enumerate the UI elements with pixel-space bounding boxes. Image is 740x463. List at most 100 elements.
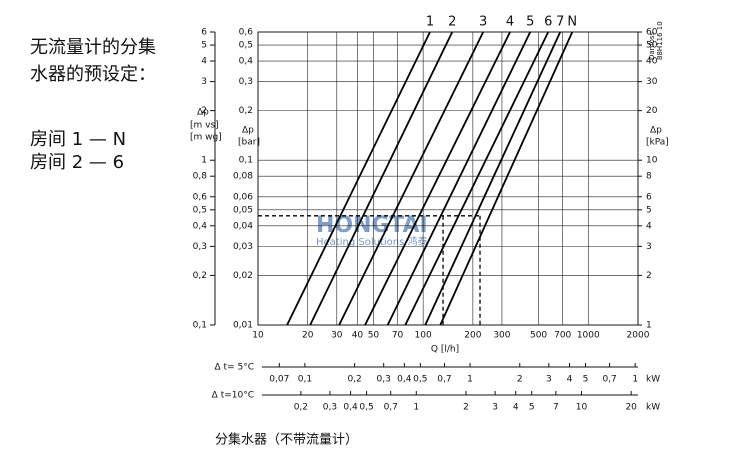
note: 水器的预设定： bbox=[30, 64, 156, 85]
power-tick-label: 5 bbox=[583, 375, 589, 385]
x-tick-label: 10 bbox=[252, 331, 264, 341]
power-tick-label: 0,1 bbox=[298, 375, 312, 385]
power-tick-label: 0,4 bbox=[397, 375, 412, 385]
x-tick-label: 500 bbox=[530, 331, 547, 341]
power-unit: kW bbox=[646, 375, 660, 385]
y2-tick-label: 1 bbox=[201, 156, 207, 166]
note: 房间 2 — 6 bbox=[30, 152, 124, 173]
x-tick-label: 30 bbox=[331, 331, 343, 341]
y2-tick-label: 0,3 bbox=[193, 242, 207, 252]
code: 88H116 10 bbox=[656, 21, 664, 60]
y3-tick-label: 2 bbox=[646, 271, 652, 281]
note: 无流量计的分集 bbox=[30, 37, 156, 58]
curve-label: 6 bbox=[544, 15, 552, 30]
power-tick-label: 2 bbox=[463, 403, 469, 413]
power-tick-label: 0,7 bbox=[384, 403, 398, 413]
power-tick-label: 3 bbox=[546, 375, 552, 385]
power-tick-label: 0,2 bbox=[294, 403, 308, 413]
power-tick-label: 0,4 bbox=[343, 403, 358, 413]
y2-tick-label: 3 bbox=[201, 77, 207, 87]
power-tick-label: 0,07 bbox=[269, 375, 289, 385]
x-tick-label: 700 bbox=[554, 331, 571, 341]
y3-axis-title: [kPa] bbox=[646, 138, 669, 148]
curve bbox=[404, 31, 550, 326]
curve-label: 7 bbox=[556, 15, 564, 30]
y2-tick-label: 0,1 bbox=[193, 321, 207, 331]
y-tick-label: 0,03 bbox=[233, 242, 253, 252]
power-tick-label: 10 bbox=[576, 403, 588, 413]
y2-axis-title: [m vs] bbox=[190, 121, 219, 131]
y-tick-label: 0,4 bbox=[239, 57, 254, 67]
y3-tick-label: 40 bbox=[646, 57, 658, 67]
curve bbox=[364, 31, 511, 326]
power-axis-title: Δ t=10°C bbox=[212, 391, 254, 401]
y-axis-title: Δp bbox=[242, 126, 254, 136]
y-tick-label: 0,05 bbox=[233, 205, 253, 215]
curve bbox=[309, 31, 454, 326]
power-axis-title: Δ t= 5°C bbox=[215, 363, 254, 373]
y2-tick-label: 0,4 bbox=[193, 221, 208, 231]
y-tick-label: 0,08 bbox=[233, 172, 253, 182]
y-axis-title: [bar] bbox=[238, 138, 260, 148]
y2-tick-label: 2 bbox=[201, 106, 207, 116]
y2-tick-label: 0,6 bbox=[193, 192, 208, 202]
y2-axis-title: [m wg] bbox=[190, 133, 222, 143]
y3-tick-label: 8 bbox=[646, 172, 652, 182]
curve bbox=[338, 31, 484, 326]
code: Danfoss bbox=[648, 31, 656, 60]
y-tick-label: 0,3 bbox=[239, 77, 253, 87]
curve bbox=[286, 31, 431, 326]
x-tick-label: 20 bbox=[302, 331, 314, 341]
watermark: Heating Solutions 鸿泰 bbox=[316, 235, 428, 248]
y2-axis-title: Δp bbox=[197, 108, 209, 118]
y-tick-label: 0,2 bbox=[239, 106, 253, 116]
x-tick-label: 100 bbox=[415, 331, 432, 341]
y2-tick-label: 5 bbox=[201, 41, 207, 51]
x-tick-label: 2000 bbox=[627, 331, 650, 341]
plot-frame bbox=[257, 31, 639, 326]
power-tick-label: 20 bbox=[625, 403, 637, 413]
y-tick-label: 0,1 bbox=[239, 156, 253, 166]
power-tick-label: 1 bbox=[413, 403, 419, 413]
y2-tick-label: 0,8 bbox=[193, 172, 208, 182]
y2-tick-label: 0,2 bbox=[193, 271, 207, 281]
power-unit: kW bbox=[646, 403, 660, 413]
x-tick-label: 200 bbox=[464, 331, 481, 341]
y3-tick-label: 50 bbox=[646, 41, 658, 51]
power-tick-label: 1 bbox=[467, 375, 473, 385]
power-tick-label: 0,3 bbox=[377, 375, 391, 385]
power-tick-label: 3 bbox=[492, 403, 498, 413]
note: 房间 1 — N bbox=[30, 129, 126, 150]
power-tick-label: 4 bbox=[567, 375, 573, 385]
x-tick-label: 40 bbox=[352, 331, 364, 341]
power-tick-label: 0,5 bbox=[359, 403, 373, 413]
y-tick-label: 0,6 bbox=[239, 28, 254, 38]
power-tick-label: 2 bbox=[517, 375, 523, 385]
power-tick-label: 7 bbox=[553, 403, 559, 413]
curve bbox=[424, 31, 562, 326]
y-tick-label: 0,02 bbox=[233, 271, 253, 281]
x-axis-title: Q [l/h] bbox=[431, 345, 459, 355]
y3-tick-label: 4 bbox=[646, 221, 652, 231]
curve bbox=[386, 31, 532, 326]
x-tick-label: 50 bbox=[368, 331, 380, 341]
y-tick-label: 0,06 bbox=[233, 192, 253, 202]
y-tick-label: 0,01 bbox=[233, 321, 253, 331]
power-tick-label: 0,2 bbox=[347, 375, 361, 385]
power-tick-label: 0,7 bbox=[437, 375, 451, 385]
y3-tick-label: 60 bbox=[646, 28, 658, 38]
y3-tick-label: 5 bbox=[646, 205, 652, 215]
curve-label: 5 bbox=[526, 15, 534, 30]
y-tick-label: 0,5 bbox=[239, 41, 253, 51]
curve bbox=[439, 31, 574, 326]
y3-tick-label: 6 bbox=[646, 192, 652, 202]
power-tick-label: 1 bbox=[632, 375, 638, 385]
y2-tick-label: 0,5 bbox=[193, 205, 207, 215]
curve-label: 2 bbox=[448, 15, 456, 30]
y3-tick-label: 30 bbox=[646, 77, 658, 87]
y3-tick-label: 1 bbox=[646, 321, 652, 331]
x-tick-label: 70 bbox=[392, 331, 404, 341]
y2-tick-label: 4 bbox=[201, 57, 207, 67]
power-tick-label: 0,3 bbox=[323, 403, 337, 413]
